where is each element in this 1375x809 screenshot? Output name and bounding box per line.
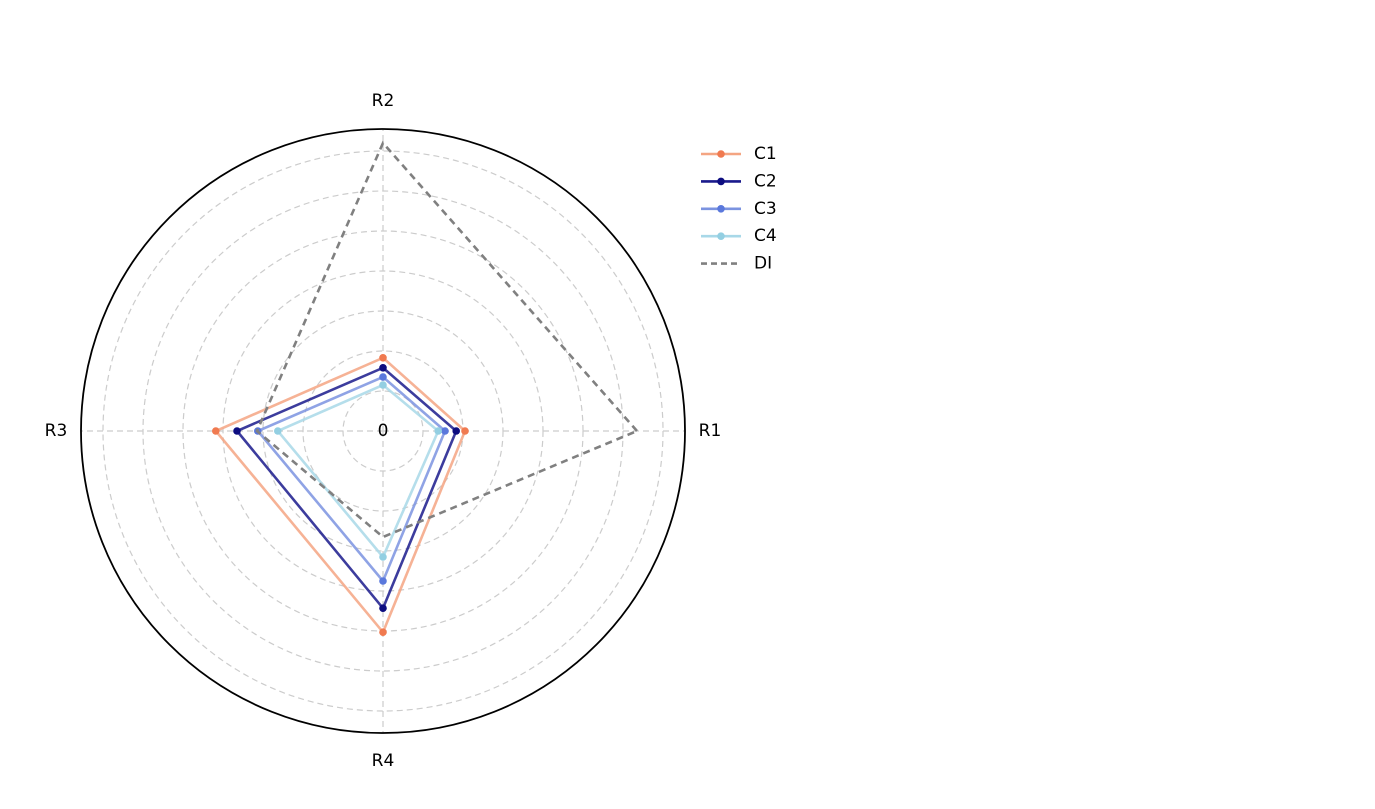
series-marker: [379, 364, 387, 372]
series-marker: [233, 427, 241, 435]
series-marker: [379, 628, 387, 636]
series-line: [213, 356, 467, 635]
category-label: R4: [372, 751, 395, 771]
series-marker: [379, 553, 387, 561]
series-line: [234, 366, 458, 611]
legend-label: C2: [754, 171, 777, 191]
series-marker: [379, 577, 387, 585]
legend-label: C3: [754, 199, 777, 219]
series-marker: [434, 427, 443, 435]
legend-marker: [717, 177, 725, 186]
legend-label: DI: [754, 254, 772, 274]
series-marker: [441, 427, 449, 435]
legend-marker: [717, 205, 725, 213]
series-marker: [461, 427, 469, 435]
series-line: [255, 140, 640, 539]
series-marker: [379, 604, 387, 612]
series-marker: [452, 427, 461, 435]
r-tick-label: 0: [378, 421, 389, 441]
series-marker: [379, 354, 387, 362]
series-marker: [274, 427, 282, 435]
series-marker: [379, 381, 387, 389]
legend-marker: [717, 150, 725, 158]
category-label: R1: [699, 421, 722, 441]
series-marker: [212, 427, 220, 435]
legend-label: C4: [754, 226, 777, 246]
legend-marker: [717, 232, 725, 240]
category-label: R2: [372, 91, 395, 111]
series-marker: [379, 373, 387, 381]
category-label: R3: [45, 421, 68, 441]
legend-label: C1: [754, 144, 777, 164]
outer-ring: [80, 128, 686, 734]
